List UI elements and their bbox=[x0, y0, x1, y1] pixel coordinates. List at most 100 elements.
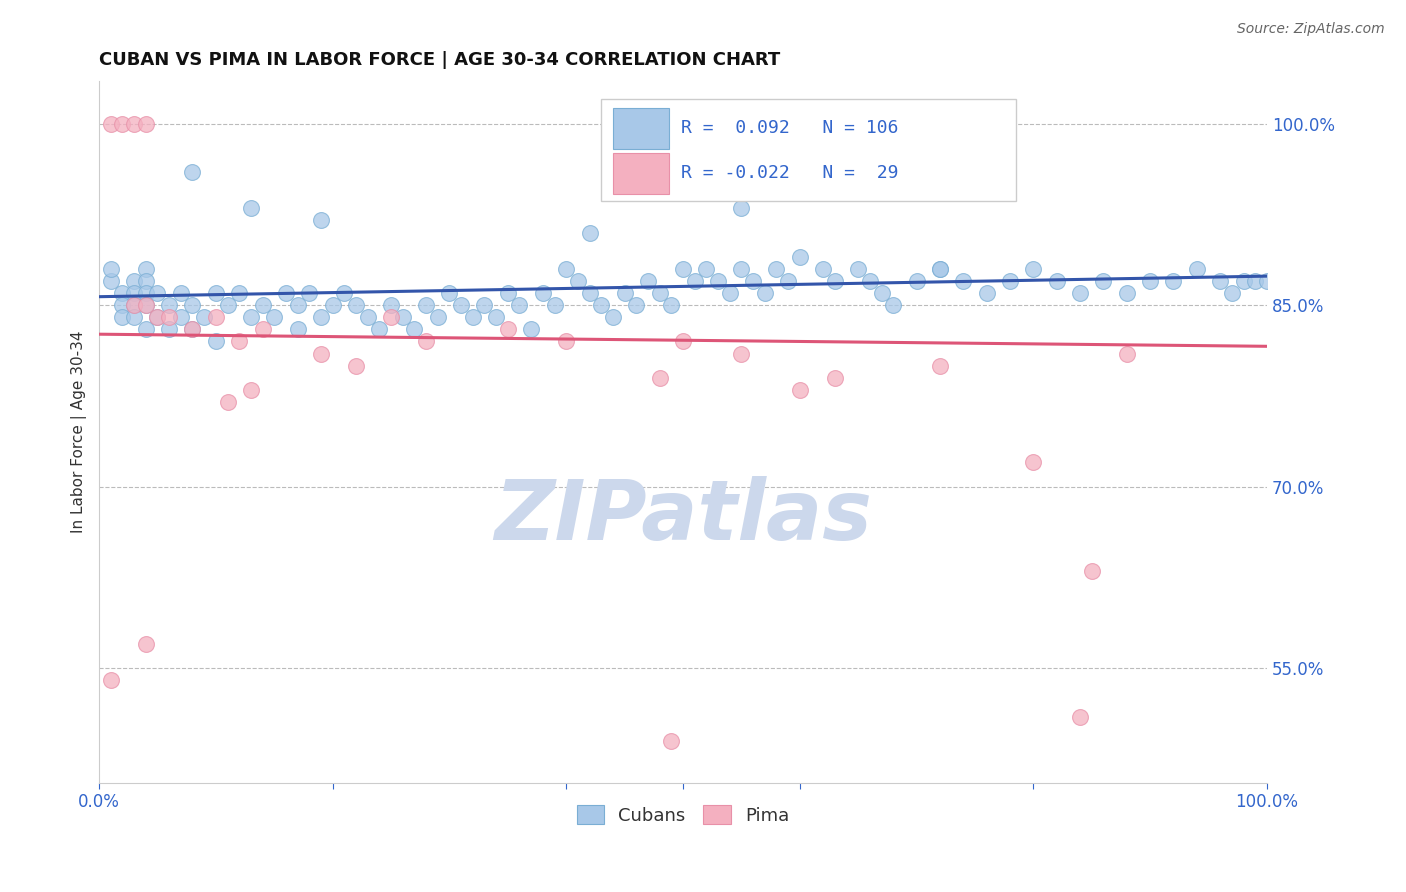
Point bbox=[426, 310, 449, 325]
Point bbox=[496, 286, 519, 301]
Point bbox=[439, 286, 461, 301]
Point bbox=[928, 359, 950, 373]
Point bbox=[976, 286, 998, 301]
Point bbox=[567, 274, 589, 288]
Point bbox=[789, 250, 811, 264]
Point bbox=[1115, 346, 1137, 360]
Point bbox=[122, 117, 145, 131]
Point bbox=[181, 322, 204, 336]
Point bbox=[1209, 274, 1232, 288]
Point bbox=[252, 298, 274, 312]
Point bbox=[496, 322, 519, 336]
Point bbox=[1046, 274, 1069, 288]
Point bbox=[928, 261, 950, 276]
Point bbox=[450, 298, 472, 312]
Point bbox=[1092, 274, 1115, 288]
Point bbox=[1256, 274, 1278, 288]
FancyBboxPatch shape bbox=[613, 153, 669, 194]
Point bbox=[695, 261, 717, 276]
Point bbox=[170, 286, 193, 301]
Point bbox=[824, 370, 846, 384]
Point bbox=[1022, 455, 1045, 469]
Point bbox=[181, 322, 204, 336]
Point bbox=[239, 310, 262, 325]
Point bbox=[415, 334, 437, 349]
Point bbox=[344, 298, 367, 312]
Point bbox=[1232, 274, 1254, 288]
Point bbox=[205, 334, 228, 349]
Point bbox=[859, 274, 882, 288]
Point bbox=[239, 202, 262, 216]
Point bbox=[100, 117, 122, 131]
Text: R = -0.022   N =  29: R = -0.022 N = 29 bbox=[681, 164, 898, 182]
Point bbox=[100, 274, 122, 288]
Point bbox=[765, 261, 787, 276]
Point bbox=[613, 286, 636, 301]
Point bbox=[578, 286, 600, 301]
Point bbox=[730, 261, 752, 276]
Point bbox=[531, 286, 554, 301]
Point bbox=[193, 310, 215, 325]
Point bbox=[146, 286, 169, 301]
Point bbox=[309, 213, 332, 227]
Point bbox=[730, 202, 752, 216]
Point bbox=[100, 261, 122, 276]
Point bbox=[157, 298, 180, 312]
Point bbox=[415, 298, 437, 312]
Point bbox=[309, 310, 332, 325]
Point bbox=[578, 226, 600, 240]
Point bbox=[111, 310, 134, 325]
Point bbox=[1244, 274, 1267, 288]
Point bbox=[228, 334, 250, 349]
Point bbox=[555, 334, 578, 349]
Point bbox=[707, 274, 730, 288]
Point bbox=[659, 733, 682, 747]
Point bbox=[508, 298, 530, 312]
Point bbox=[274, 286, 297, 301]
Text: R =  0.092   N = 106: R = 0.092 N = 106 bbox=[681, 120, 898, 137]
Point bbox=[391, 310, 413, 325]
Point bbox=[287, 298, 309, 312]
Point bbox=[1022, 261, 1045, 276]
Point bbox=[1069, 709, 1091, 723]
Legend: Cubans, Pima: Cubans, Pima bbox=[568, 797, 799, 834]
Point bbox=[205, 310, 228, 325]
Point bbox=[602, 310, 624, 325]
Point bbox=[111, 117, 134, 131]
Point bbox=[157, 310, 180, 325]
Point bbox=[742, 274, 765, 288]
Point bbox=[952, 274, 974, 288]
Point bbox=[380, 298, 402, 312]
Point bbox=[659, 298, 682, 312]
Point bbox=[205, 286, 228, 301]
Text: ZIPatlas: ZIPatlas bbox=[494, 476, 872, 557]
Point bbox=[111, 286, 134, 301]
Point bbox=[122, 298, 145, 312]
Point bbox=[157, 322, 180, 336]
Point bbox=[543, 298, 565, 312]
Point bbox=[824, 274, 846, 288]
Point bbox=[344, 359, 367, 373]
Point bbox=[730, 346, 752, 360]
Point bbox=[239, 383, 262, 397]
Point bbox=[181, 165, 204, 179]
Point bbox=[135, 261, 157, 276]
Point bbox=[122, 298, 145, 312]
Point bbox=[846, 261, 869, 276]
Text: Source: ZipAtlas.com: Source: ZipAtlas.com bbox=[1237, 22, 1385, 37]
Point bbox=[181, 298, 204, 312]
Point bbox=[1080, 565, 1102, 579]
Point bbox=[217, 395, 239, 409]
Point bbox=[485, 310, 508, 325]
Point bbox=[135, 117, 157, 131]
Point bbox=[135, 637, 157, 651]
Point bbox=[811, 261, 834, 276]
Point bbox=[309, 346, 332, 360]
Point bbox=[474, 298, 496, 312]
Text: CUBAN VS PIMA IN LABOR FORCE | AGE 30-34 CORRELATION CHART: CUBAN VS PIMA IN LABOR FORCE | AGE 30-34… bbox=[98, 51, 780, 69]
Point bbox=[555, 261, 578, 276]
Point bbox=[520, 322, 543, 336]
Point bbox=[322, 298, 344, 312]
Point bbox=[1185, 261, 1208, 276]
Point bbox=[718, 286, 741, 301]
